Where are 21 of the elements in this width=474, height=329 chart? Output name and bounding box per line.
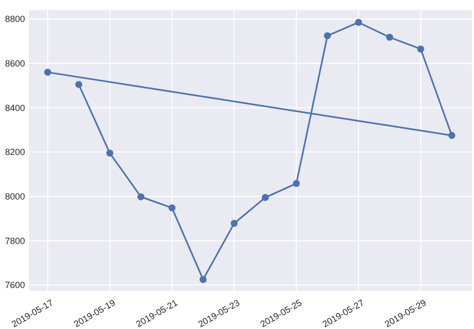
y-tick-label: 8200 <box>4 147 25 158</box>
point <box>200 276 207 283</box>
point <box>44 68 52 76</box>
point <box>75 80 82 88</box>
y-tick-label: 7600 <box>4 280 25 290</box>
point <box>324 32 331 40</box>
point <box>137 193 144 200</box>
point <box>262 194 269 201</box>
y-tick-label: 8600 <box>4 58 25 69</box>
point <box>292 180 300 188</box>
point <box>355 18 362 26</box>
y-tick-label: 8000 <box>4 192 25 202</box>
y-tick-label: 7800 <box>4 236 25 246</box>
y-tick-label: 8400 <box>4 102 25 113</box>
point <box>386 34 394 41</box>
point <box>417 46 424 53</box>
point <box>168 204 176 212</box>
point <box>448 132 456 139</box>
point <box>106 150 114 157</box>
point <box>230 220 238 227</box>
y-tick-label: 8800 <box>4 14 25 24</box>
